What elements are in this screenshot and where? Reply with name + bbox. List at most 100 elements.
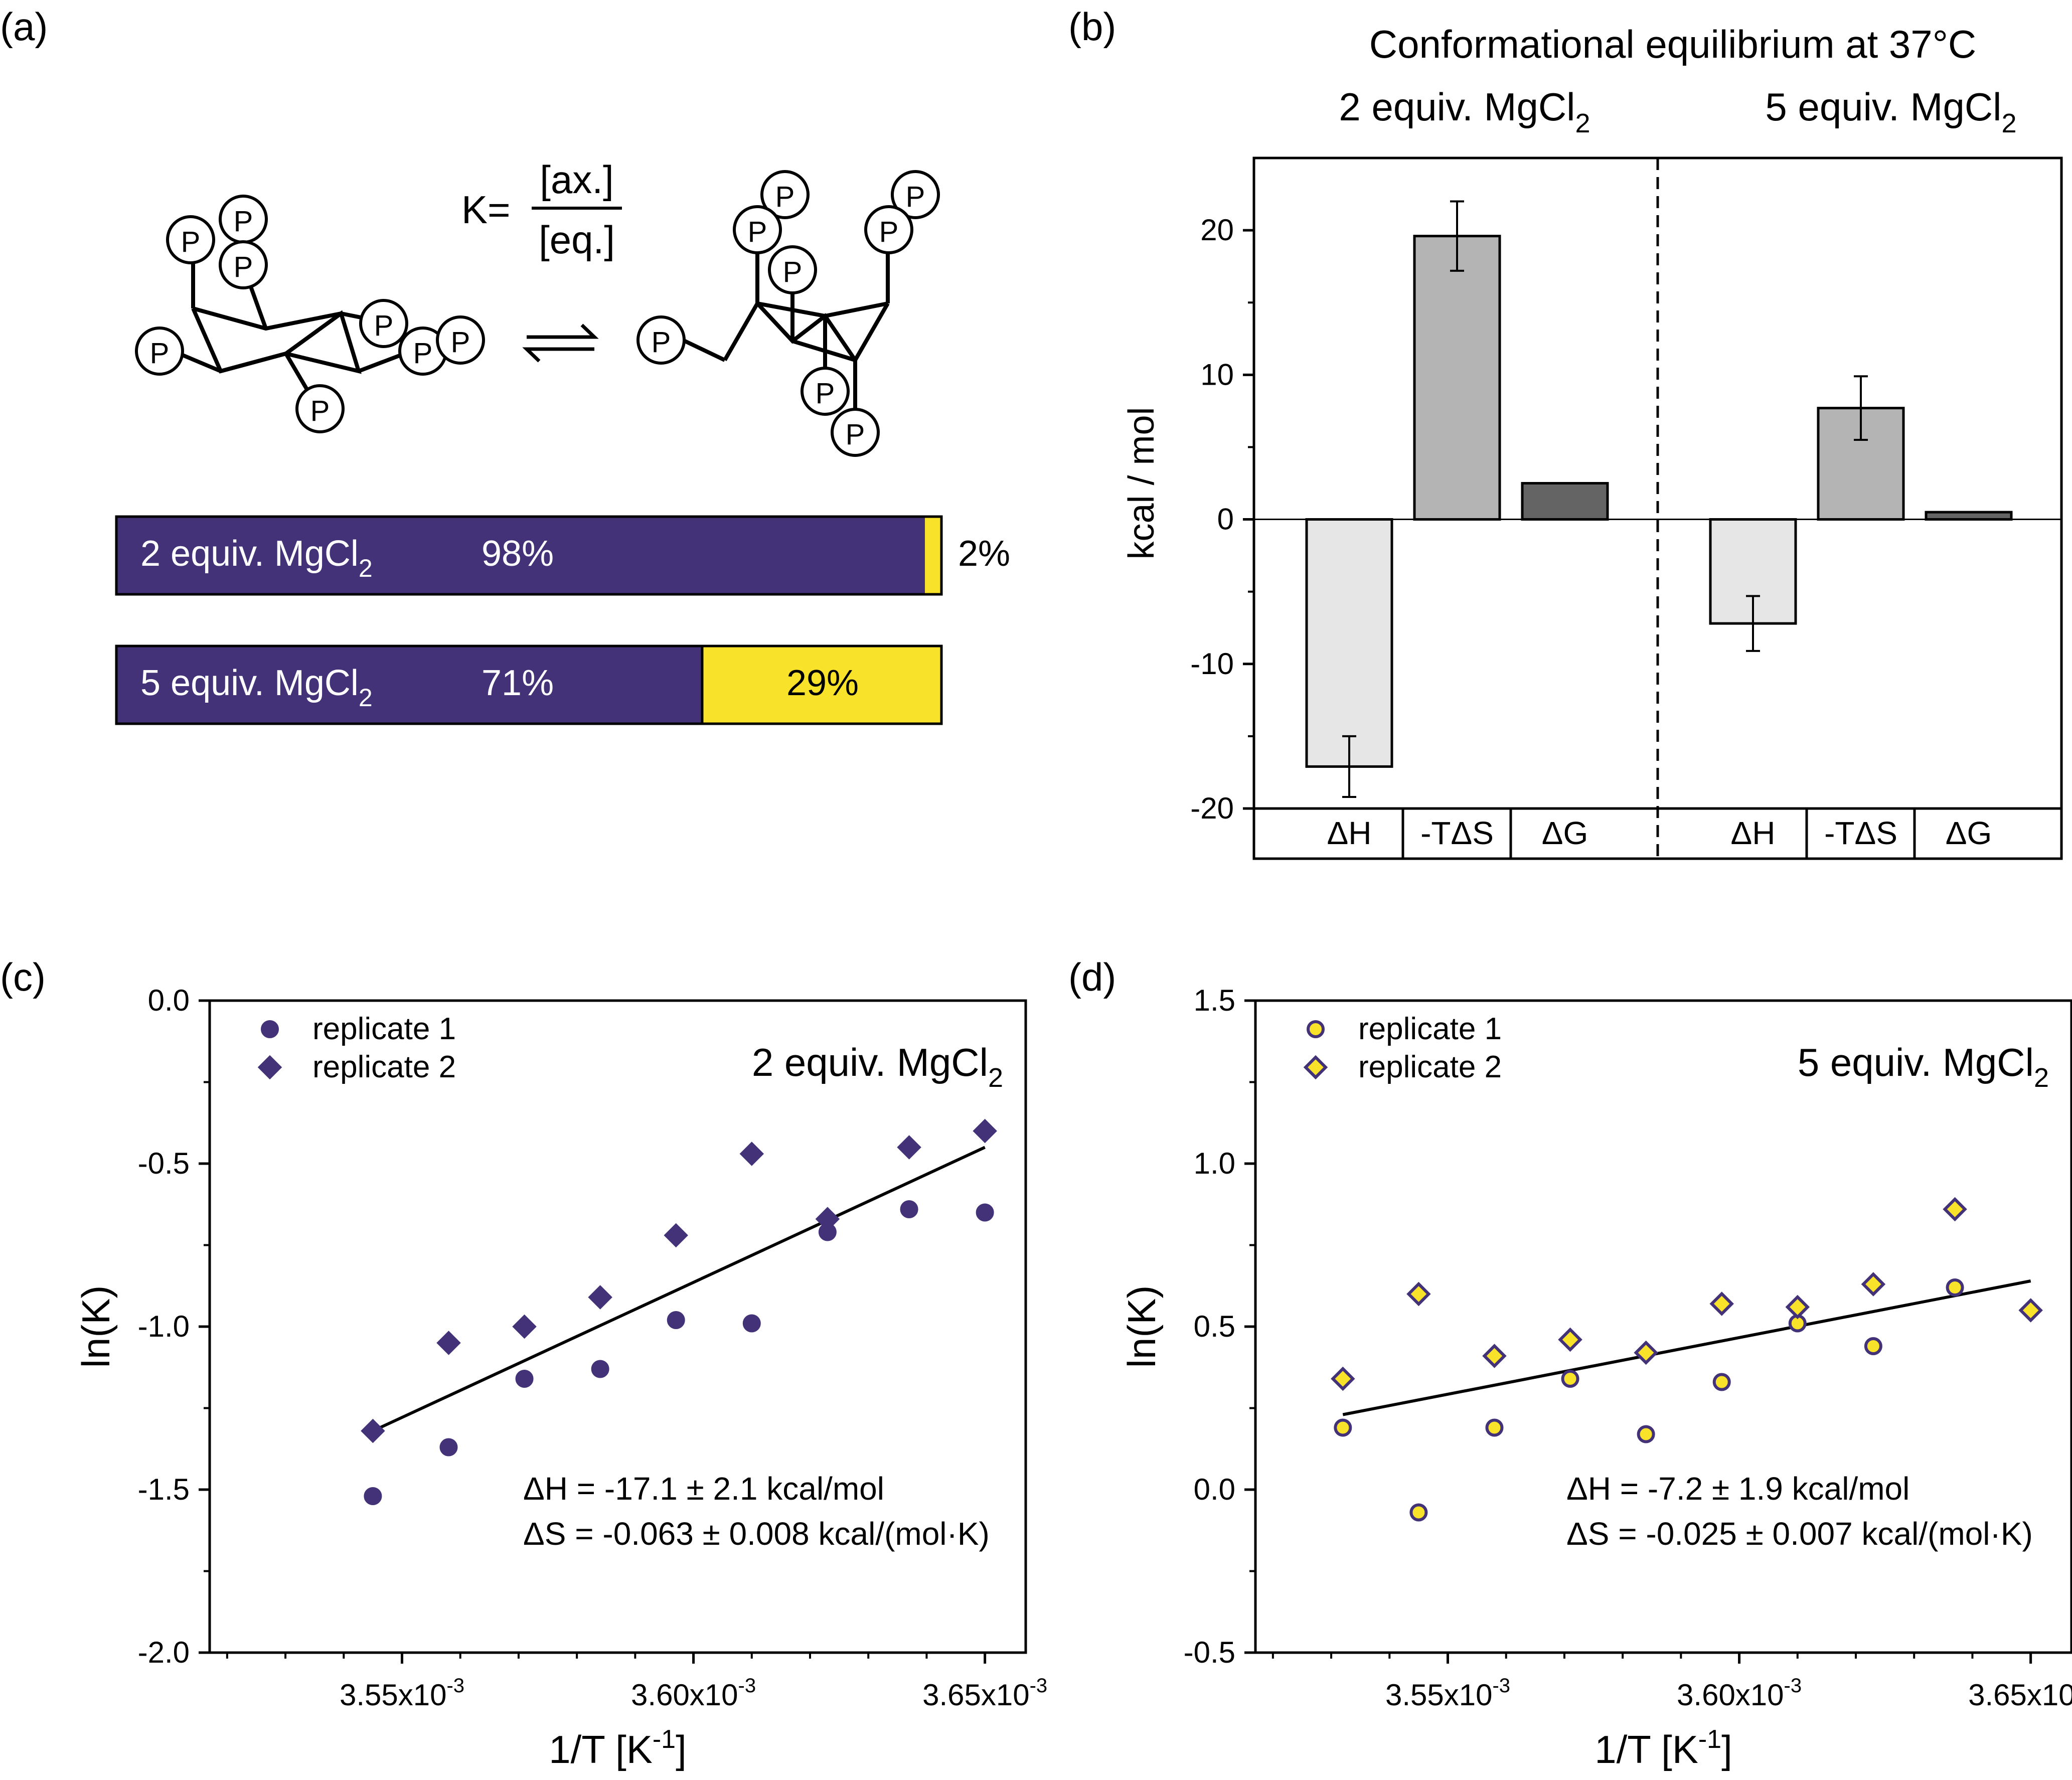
category-label: -TΔS xyxy=(1824,815,1897,851)
y-tick-label: -2.0 xyxy=(138,1636,190,1669)
y-tick-label: -0.5 xyxy=(138,1147,190,1180)
equatorial-phosphates: P P P P P P P P xyxy=(135,195,485,433)
eq-population-segment xyxy=(116,646,702,724)
chart-b-title: Conformational equilibrium at 37°C xyxy=(1369,22,1976,66)
category-label: ΔG xyxy=(1542,815,1588,851)
x-tick-label: 3.55x10-3 xyxy=(340,1675,464,1712)
plot-frame xyxy=(208,999,1027,1654)
svg-text:P: P xyxy=(652,326,671,359)
axial-phosphates: P P P P P P P P xyxy=(636,170,940,457)
data-point-diamond xyxy=(436,1331,461,1355)
y-tick-label: 0 xyxy=(1217,503,1234,536)
svg-text:P: P xyxy=(783,256,803,288)
bar xyxy=(1413,235,1501,521)
data-point-circle xyxy=(1637,1425,1655,1443)
svg-text:P: P xyxy=(234,251,253,283)
data-point-circle xyxy=(591,1360,609,1378)
k-denominator: [eq.] xyxy=(539,218,615,262)
plot-frame xyxy=(1254,999,2072,1654)
phosphate-icon: P xyxy=(359,299,408,348)
data-point-diamond xyxy=(815,1207,840,1231)
data-point-circle xyxy=(742,1314,761,1333)
data-point-diamond xyxy=(1482,1344,1507,1368)
category-label: ΔH xyxy=(1327,815,1372,851)
legend-label: replicate 1 xyxy=(1358,1012,1502,1046)
data-point-circle xyxy=(261,1020,279,1038)
svg-text:P: P xyxy=(816,377,835,410)
panel-d: (d) 1.5 1.0 0.5 0.0 -0.5 3.55x10-3 3.60x10-3 3.… xyxy=(1068,955,2072,1771)
y-tick-label: 1.5 xyxy=(1194,984,1235,1017)
svg-text:P: P xyxy=(879,216,899,248)
bar xyxy=(1925,511,2013,521)
bar xyxy=(1305,518,1393,768)
svg-text:P: P xyxy=(906,181,925,213)
panel-c: (c) 0.0 -0.5 -1.0 -1.5 -2.0 3.55x10-3 3.60x10-… xyxy=(0,955,1047,1771)
svg-text:P: P xyxy=(846,418,865,451)
data-point-diamond xyxy=(588,1285,612,1310)
equilibrium-arrows-icon xyxy=(522,323,599,363)
data-point-circle xyxy=(1561,1370,1579,1388)
phosphate-icon: P xyxy=(398,327,447,376)
data-point-diamond xyxy=(1303,1055,1328,1080)
phosphate-icon: P xyxy=(733,205,782,254)
phosphate-icon: P xyxy=(436,315,485,365)
data-point-diamond xyxy=(361,1418,385,1443)
bar xyxy=(1521,482,1609,521)
population-bar-frame xyxy=(115,515,943,596)
data-point-circle xyxy=(439,1438,458,1457)
y-tick-label: 0.0 xyxy=(1194,1473,1235,1506)
phosphate-icon: P xyxy=(295,384,345,433)
data-point-diamond xyxy=(1861,1272,1886,1297)
y-tick-label: -0.5 xyxy=(1184,1636,1235,1669)
x-tick-label: 3.65x10-3 xyxy=(922,1675,1047,1712)
data-point-diamond xyxy=(1406,1281,1431,1307)
y-tick-label: -1.5 xyxy=(138,1473,190,1506)
panel-a: (a) K= [ax.] [eq.] P P P P P P P P xyxy=(0,5,1010,725)
data-point-circle xyxy=(515,1370,534,1388)
annotation-dh: ΔH = -17.1 ± 2.1 kcal/mol xyxy=(523,1471,884,1507)
x-axis-label: 1/T [K-1] xyxy=(1595,1725,1732,1771)
ax-percent-label: 2% xyxy=(958,534,1010,574)
fit-line xyxy=(1342,1279,2031,1416)
eq-population-segment xyxy=(116,517,925,594)
data-point-diamond xyxy=(1943,1197,1967,1222)
annotation-dh: ΔH = -7.2 ± 1.9 kcal/mol xyxy=(1566,1471,1909,1507)
panel-b-tag: (b) xyxy=(1068,5,1116,49)
chart-title: 5 equiv. MgCl2 xyxy=(1798,1040,2049,1093)
phosphate-icon: P xyxy=(166,215,215,264)
phosphate-icon: P xyxy=(801,367,850,416)
phosphate-icon: P xyxy=(768,245,817,294)
y-tick-label: -10 xyxy=(1190,647,1234,681)
phosphate-icon: P xyxy=(219,240,268,289)
legend-label: replicate 2 xyxy=(312,1050,456,1084)
group-title-5eq: 5 equiv. MgCl2 xyxy=(1765,85,2016,138)
ax-population-segment xyxy=(925,517,941,594)
y-tick-label: -1.0 xyxy=(138,1310,190,1343)
y-axis-label: kcal / mol xyxy=(1122,407,1162,559)
annotation-ds: ΔS = -0.025 ± 0.007 kcal/(mol·K) xyxy=(1566,1516,2033,1552)
population-bar-frame xyxy=(115,644,943,725)
data-point-diamond xyxy=(897,1135,921,1160)
chart-title: 2 equiv. MgCl2 xyxy=(752,1040,1003,1093)
eq-percent-label: 98% xyxy=(482,534,554,574)
data-point-circle xyxy=(1864,1337,1882,1355)
data-point-diamond xyxy=(1331,1366,1355,1391)
y-axis-label: ln(K) xyxy=(74,1285,118,1368)
phosphate-icon: P xyxy=(219,195,268,244)
data-point-diamond xyxy=(1709,1291,1734,1316)
data-point-circle xyxy=(667,1311,685,1329)
data-point-circle xyxy=(1485,1418,1504,1437)
scatter-chart-c: 0.0 -0.5 -1.0 -1.5 -2.0 3.55x10-3 3.60x10-3 3.6… xyxy=(74,984,1047,1771)
x-tick-label: 3.60x10-3 xyxy=(1677,1675,1802,1712)
data-point-diamond xyxy=(2018,1298,2043,1323)
data-point-diamond xyxy=(739,1142,764,1166)
data-point-diamond xyxy=(512,1314,537,1339)
data-point-circle xyxy=(1334,1418,1352,1437)
eq-percent-label: 71% xyxy=(482,663,554,703)
phosphate-icon: P xyxy=(831,408,880,457)
panel-c-tag: (c) xyxy=(0,955,46,999)
x-tick-label: 3.65x10-3 xyxy=(1968,1675,2072,1712)
svg-text:P: P xyxy=(413,337,433,370)
svg-text:P: P xyxy=(748,216,767,248)
